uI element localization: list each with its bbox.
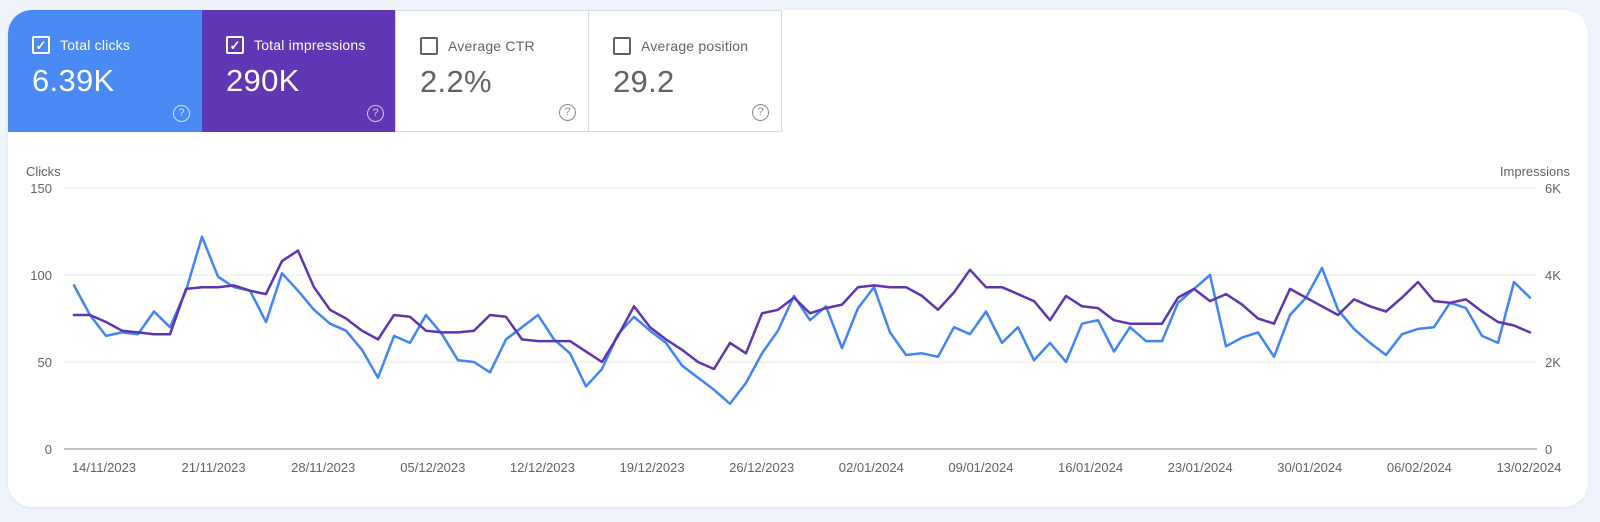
- right-axis-tick: 0: [1545, 442, 1552, 457]
- chart-svg[interactable]: 0 0 50 2K 100 4K 150 6K Clicks Impressions 14/11/2…: [8, 140, 1588, 500]
- metric-card-total-clicks[interactable]: ✓ Total clicks 6.39K ?: [8, 10, 202, 132]
- help-icon[interactable]: ?: [559, 104, 576, 121]
- left-axis-title: Clicks: [26, 164, 61, 179]
- x-tick-label: 26/12/2023: [729, 460, 794, 475]
- checkbox-average-position[interactable]: [613, 37, 631, 55]
- right-axis-title: Impressions: [1500, 164, 1571, 179]
- card-value: 2.2%: [420, 64, 492, 99]
- right-axis-tick: 2K: [1545, 355, 1561, 370]
- left-axis-tick: 50: [38, 355, 52, 370]
- metric-card-average-position[interactable]: Average position 29.2 ?: [588, 10, 782, 132]
- x-tick-label: 30/01/2024: [1277, 460, 1342, 475]
- x-tick-label: 19/12/2023: [620, 460, 685, 475]
- x-tick-label: 12/12/2023: [510, 460, 575, 475]
- x-tick-label: 05/12/2023: [400, 460, 465, 475]
- card-value: 6.39K: [32, 63, 115, 98]
- card-value: 29.2: [613, 64, 675, 99]
- card-label: Average CTR: [448, 38, 535, 54]
- x-tick-label: 21/11/2023: [182, 460, 246, 475]
- metric-card-average-ctr[interactable]: Average CTR 2.2% ?: [395, 10, 589, 132]
- x-tick-label: 16/01/2024: [1058, 460, 1123, 475]
- help-icon[interactable]: ?: [173, 105, 190, 122]
- performance-chart[interactable]: 0 0 50 2K 100 4K 150 6K Clicks Impressions 14/11/2…: [8, 140, 1588, 500]
- x-tick-label: 06/02/2024: [1387, 460, 1452, 475]
- x-tick-label: 09/01/2024: [948, 460, 1013, 475]
- x-tick-label: 14/11/2023: [72, 460, 136, 475]
- left-axis-tick: 150: [30, 181, 52, 196]
- x-tick-label: 13/02/2024: [1496, 460, 1561, 475]
- x-tick-label: 02/01/2024: [839, 460, 904, 475]
- card-label: Total impressions: [254, 37, 366, 53]
- help-icon[interactable]: ?: [752, 104, 769, 121]
- checkbox-total-impressions[interactable]: ✓: [226, 36, 244, 54]
- left-axis-tick: 100: [30, 268, 52, 283]
- performance-panel: ✓ Total clicks 6.39K ? ✓ Total impressio…: [8, 10, 1588, 507]
- right-axis-tick: 6K: [1545, 181, 1561, 196]
- impressions-line[interactable]: [72, 249, 1532, 371]
- help-icon[interactable]: ?: [367, 105, 384, 122]
- x-tick-label: 28/11/2023: [291, 460, 355, 475]
- checkbox-average-ctr[interactable]: [420, 37, 438, 55]
- metric-cards-row: ✓ Total clicks 6.39K ? ✓ Total impressio…: [8, 10, 782, 132]
- x-tick-label: 23/01/2024: [1168, 460, 1233, 475]
- left-axis-tick: 0: [45, 442, 52, 457]
- card-label: Total clicks: [60, 37, 131, 53]
- right-axis-tick: 4K: [1545, 268, 1561, 283]
- metric-card-total-impressions[interactable]: ✓ Total impressions 290K ?: [202, 10, 396, 132]
- card-value: 290K: [226, 63, 300, 98]
- card-label: Average position: [641, 38, 749, 54]
- checkbox-total-clicks[interactable]: ✓: [32, 36, 50, 54]
- clicks-line[interactable]: [72, 235, 1532, 406]
